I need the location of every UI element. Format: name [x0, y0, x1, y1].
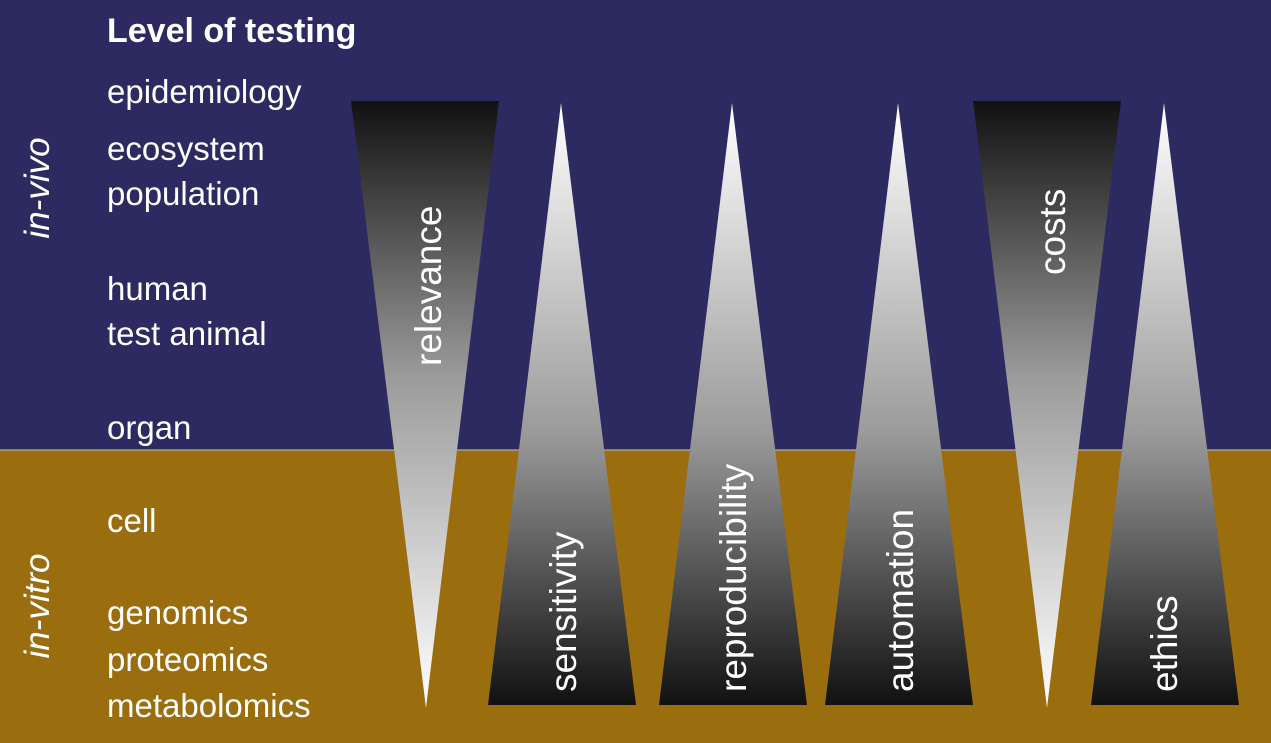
wedge-relevance: [351, 101, 499, 708]
label-relevance: relevance: [408, 206, 449, 366]
level-test-animal: test animal: [107, 315, 267, 352]
label-costs: costs: [1032, 189, 1073, 275]
level-organ: organ: [107, 409, 192, 446]
wedge-sensitivity: [488, 103, 636, 705]
level-population: population: [107, 175, 260, 212]
wedge-ethics: [1091, 103, 1239, 705]
diagram-heading: Level of testing: [107, 12, 357, 50]
level-genomics: genomics: [107, 594, 249, 631]
wedge-reproducibility: [659, 103, 807, 705]
level-human: human: [107, 270, 208, 307]
level-cell: cell: [107, 502, 157, 539]
label-sensitivity: sensitivity: [543, 531, 584, 692]
band-divider: [0, 449, 1271, 451]
level-ecosystem: ecosystem: [107, 130, 265, 167]
level-proteomics: proteomics: [107, 641, 269, 678]
level-metabolomics: metabolomics: [107, 687, 311, 724]
wedge-costs: [973, 101, 1121, 708]
level-epidemiology: epidemiology: [107, 73, 302, 110]
label-automation: automation: [880, 509, 921, 692]
wedge-automation: [825, 103, 973, 705]
label-ethics: ethics: [1144, 595, 1185, 692]
label-reproducibility: reproducibility: [713, 463, 754, 692]
